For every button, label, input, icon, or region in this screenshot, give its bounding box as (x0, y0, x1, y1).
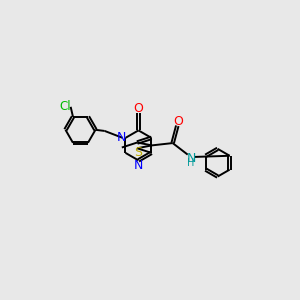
Text: Cl: Cl (59, 100, 71, 113)
Text: S: S (134, 146, 142, 159)
Text: N: N (133, 159, 143, 172)
Text: H: H (188, 158, 195, 168)
Text: O: O (134, 102, 143, 116)
Text: N: N (117, 131, 126, 144)
Text: O: O (173, 115, 183, 128)
Text: N: N (187, 152, 196, 165)
